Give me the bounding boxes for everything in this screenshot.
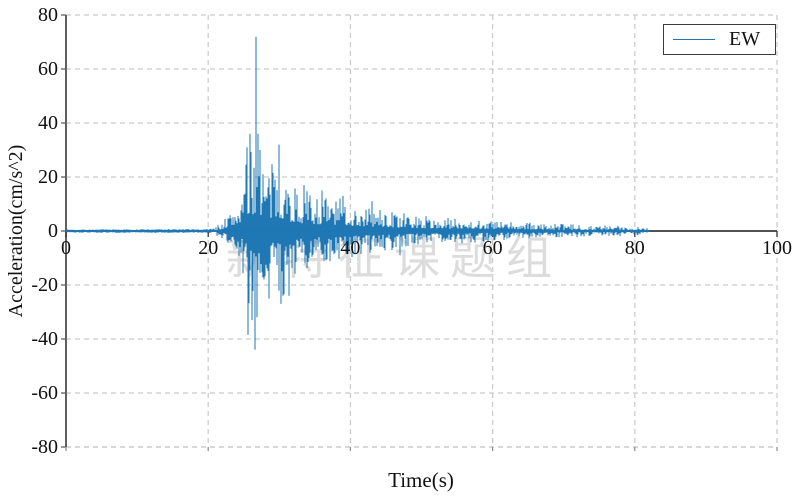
y-tick-label: -20 xyxy=(31,274,58,296)
x-tick-label: 100 xyxy=(762,237,792,259)
legend-series-label: EW xyxy=(729,28,761,50)
y-tick-label: 40 xyxy=(38,112,58,134)
x-tick-label: 20 xyxy=(198,237,219,259)
x-tick-label: 80 xyxy=(624,237,645,259)
x-tick-label: 40 xyxy=(340,237,361,259)
y-tick-label: -60 xyxy=(31,382,58,404)
y-tick-label: 80 xyxy=(38,4,58,26)
y-tick-label: -40 xyxy=(31,328,58,350)
y-tick-label: -80 xyxy=(31,436,58,458)
x-tick-label: 0 xyxy=(61,237,71,259)
y-tick-label: 60 xyxy=(38,58,58,80)
y-tick-label: 20 xyxy=(38,166,58,188)
legend-box: EW xyxy=(663,24,776,55)
waveform-path xyxy=(65,36,650,350)
legend-line-sample xyxy=(673,39,715,40)
x-axis-title: Time(s) xyxy=(388,468,454,492)
x-tick-label: 60 xyxy=(482,237,503,259)
y-tick-label: 0 xyxy=(48,220,58,242)
